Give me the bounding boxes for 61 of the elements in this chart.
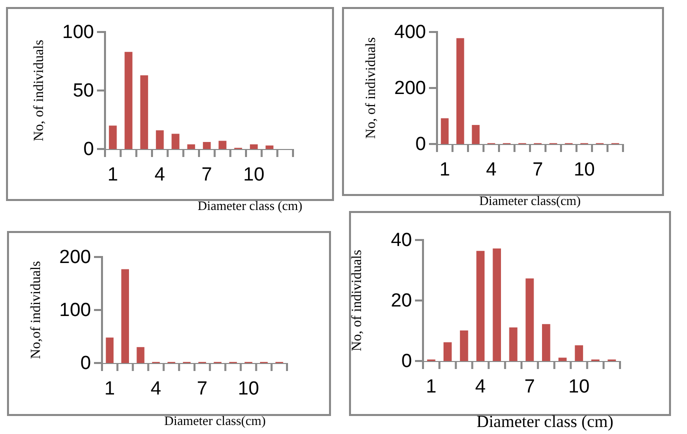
bar: [492, 248, 501, 361]
y-tick-label: 0: [83, 139, 94, 160]
bar: [218, 140, 226, 149]
bar: [156, 130, 164, 149]
x-tick-label: 4: [486, 159, 497, 180]
y-tick-label: 100: [62, 22, 94, 44]
bar: [106, 338, 114, 363]
bar: [574, 345, 584, 361]
y-axis-title: No, of individuals: [32, 40, 47, 142]
bar: [476, 250, 485, 361]
bar: [124, 52, 132, 149]
bar: [108, 126, 117, 149]
x-axis-title: Diameter class (cm): [476, 412, 614, 431]
x-axis-title: Diameter class (cm): [198, 198, 302, 213]
x-tick-label: 7: [196, 378, 208, 400]
bar: [172, 134, 180, 149]
y-tick-label: 200: [394, 78, 426, 100]
bar: [558, 358, 567, 361]
x-tick-label: 7: [202, 164, 212, 186]
y-tick-label: 400: [394, 22, 426, 44]
x-tick-label: 4: [150, 378, 162, 400]
bar: [509, 327, 518, 361]
x-tick-label: 1: [426, 376, 436, 398]
x-tick-label: 10: [243, 164, 264, 186]
x-tick-label: 7: [532, 159, 544, 180]
y-tick-label: 40: [390, 230, 412, 252]
x-tick-label: 1: [104, 378, 115, 400]
y-tick-label: 0: [401, 351, 412, 372]
x-tick-label: 10: [574, 159, 595, 180]
y-tick-label: 50: [72, 80, 94, 102]
bar: [526, 278, 534, 361]
y-tick-label: 0: [415, 134, 426, 156]
y-tick-label: 200: [59, 247, 91, 268]
bar: [121, 269, 129, 363]
x-axis-title: Diameter class(cm): [164, 413, 266, 428]
x-tick-label: 10: [568, 376, 590, 398]
x-tick-label: 1: [108, 164, 118, 186]
x-tick-label: 7: [524, 376, 535, 398]
y-tick-label: 20: [390, 290, 412, 312]
bar: [136, 347, 144, 363]
bar: [444, 342, 452, 361]
bar: [460, 330, 468, 361]
y-axis-title: No, of individuals: [350, 250, 365, 352]
x-tick-label: 4: [475, 376, 486, 398]
bar: [440, 118, 449, 144]
y-tick-label: 100: [59, 300, 91, 322]
x-tick-label: 10: [238, 378, 260, 400]
y-axis-title: No, of individuals: [364, 37, 379, 139]
y-tick-label: 0: [80, 353, 91, 374]
bar: [250, 144, 258, 149]
x-axis-title: Diameter class(cm): [479, 193, 581, 208]
x-tick-label: 4: [154, 164, 166, 186]
bar: [187, 144, 196, 149]
bar: [266, 145, 274, 149]
bar: [456, 38, 464, 144]
bar: [202, 142, 211, 149]
x-tick-label: 1: [439, 159, 450, 180]
bar: [140, 75, 148, 149]
bar: [542, 324, 550, 361]
y-axis-title: No,of individuals: [29, 261, 44, 359]
bar: [472, 124, 480, 144]
